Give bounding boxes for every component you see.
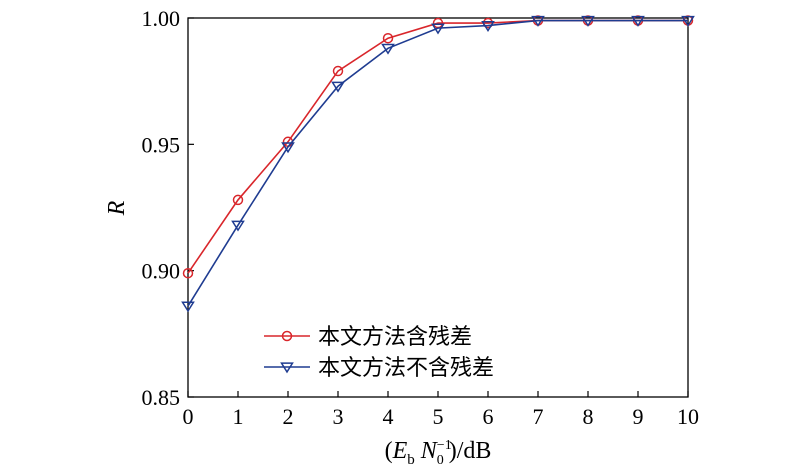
legend-label: 本文方法不含残差 bbox=[318, 356, 494, 381]
x-tick-label: 1 bbox=[233, 404, 244, 429]
data-point bbox=[531, 15, 545, 27]
data-point bbox=[631, 15, 645, 27]
legend-item: 本文方法不含残差 bbox=[264, 356, 494, 381]
x-axis-title-n: N bbox=[420, 438, 439, 464]
data-point bbox=[382, 32, 394, 44]
x-axis-title-sub0: 0 bbox=[437, 453, 444, 468]
series-line bbox=[187, 19, 688, 307]
data-point bbox=[232, 194, 244, 206]
data-point bbox=[381, 43, 395, 55]
series-2 bbox=[181, 15, 695, 313]
data-point bbox=[181, 301, 195, 313]
series-line bbox=[187, 19, 688, 274]
x-axis-title-open: ( bbox=[385, 438, 393, 464]
data-point bbox=[231, 220, 245, 232]
x-tick-label: 5 bbox=[433, 404, 444, 429]
x-axis-title-close: )/dB bbox=[449, 438, 492, 464]
data-point bbox=[681, 15, 695, 27]
x-tick-label: 8 bbox=[583, 404, 594, 429]
data-point bbox=[431, 23, 445, 35]
series-layer bbox=[181, 15, 695, 313]
y-tick-label: 0.85 bbox=[142, 385, 181, 410]
x-axis-title-e: E bbox=[392, 438, 408, 464]
x-tick-label: 9 bbox=[633, 404, 644, 429]
x-tick-label: 2 bbox=[283, 404, 294, 429]
x-tick-label: 7 bbox=[533, 404, 544, 429]
legend-marker bbox=[281, 330, 293, 342]
y-tick-label: 0.95 bbox=[142, 132, 181, 157]
x-tick-label: 0 bbox=[183, 404, 194, 429]
tick-labels: 0 1 2 3 4 5 6 7 8 9 10 0.85 0.90 0.95 1.00 bbox=[142, 6, 700, 429]
y-axis-title: R bbox=[104, 200, 130, 216]
x-axis-title: (Eb N−1 0 )/dB bbox=[385, 438, 492, 468]
data-point bbox=[581, 15, 595, 27]
data-point bbox=[182, 267, 194, 279]
x-tick-label: 10 bbox=[677, 404, 699, 429]
data-point bbox=[481, 20, 495, 32]
legend-label: 本文方法含残差 bbox=[318, 325, 472, 350]
y-tick-label: 1.00 bbox=[142, 6, 181, 31]
x-tick-label: 6 bbox=[483, 404, 494, 429]
data-point bbox=[281, 142, 295, 154]
legend-item: 本文方法含残差 bbox=[264, 325, 472, 350]
series-1 bbox=[182, 15, 694, 279]
y-tick-label: 0.90 bbox=[142, 259, 181, 284]
x-axis-title-sup: −1 bbox=[437, 438, 452, 453]
x-tick-label: 4 bbox=[383, 404, 394, 429]
x-tick-label: 3 bbox=[333, 404, 344, 429]
data-point bbox=[331, 81, 345, 93]
x-axis-title-b-sub: b bbox=[407, 452, 415, 468]
data-point bbox=[332, 65, 344, 77]
legend-marker bbox=[280, 362, 294, 374]
